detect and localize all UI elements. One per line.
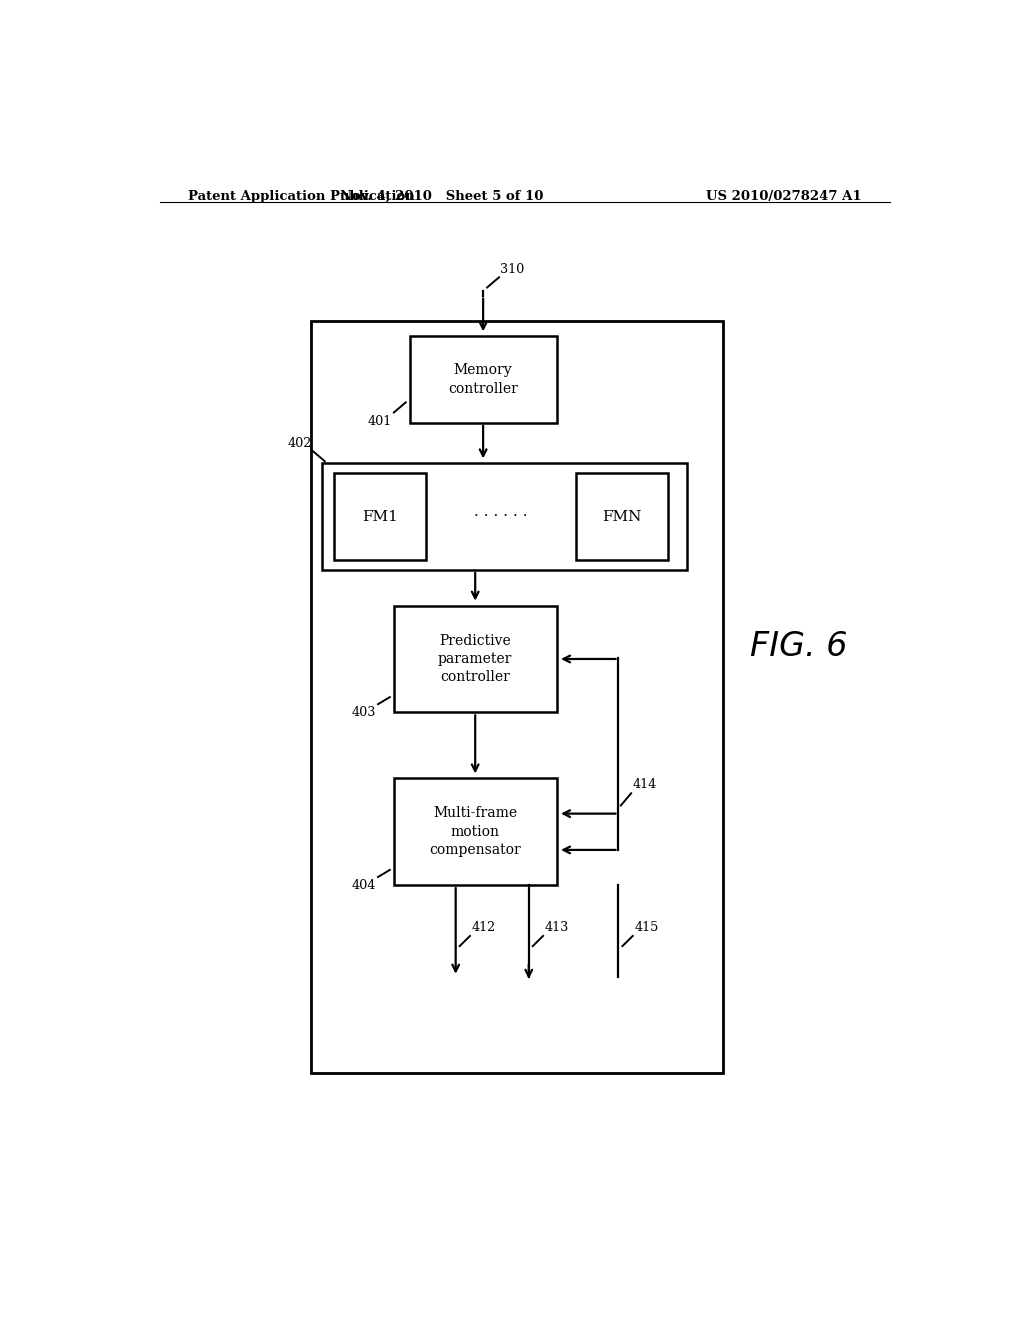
Text: 412: 412 bbox=[471, 921, 496, 935]
Bar bbox=[410, 337, 557, 422]
Bar bbox=[577, 474, 668, 560]
Text: Memory
controller: Memory controller bbox=[449, 363, 518, 396]
Text: 404: 404 bbox=[352, 879, 377, 892]
Bar bbox=[394, 779, 557, 886]
Text: Predictive
parameter
controller: Predictive parameter controller bbox=[438, 634, 512, 684]
Text: 402: 402 bbox=[288, 437, 312, 450]
Text: 415: 415 bbox=[634, 921, 658, 935]
Text: FIG. 6: FIG. 6 bbox=[750, 630, 847, 663]
Text: FM1: FM1 bbox=[362, 510, 398, 524]
Bar bbox=[310, 321, 723, 1073]
Text: US 2010/0278247 A1: US 2010/0278247 A1 bbox=[707, 190, 862, 202]
Bar bbox=[323, 463, 687, 570]
Text: 413: 413 bbox=[545, 921, 569, 935]
Text: 403: 403 bbox=[352, 706, 377, 719]
Text: 414: 414 bbox=[633, 779, 657, 791]
Bar bbox=[394, 606, 557, 713]
Text: Multi-frame
motion
compensator: Multi-frame motion compensator bbox=[429, 807, 521, 857]
Text: FMN: FMN bbox=[602, 510, 642, 524]
Text: 401: 401 bbox=[368, 414, 392, 428]
Text: Nov. 4, 2010   Sheet 5 of 10: Nov. 4, 2010 Sheet 5 of 10 bbox=[340, 190, 543, 202]
Text: · · · · · ·: · · · · · · bbox=[474, 510, 527, 523]
Text: 310: 310 bbox=[500, 263, 524, 276]
Bar bbox=[334, 474, 426, 560]
Text: Patent Application Publication: Patent Application Publication bbox=[187, 190, 415, 202]
